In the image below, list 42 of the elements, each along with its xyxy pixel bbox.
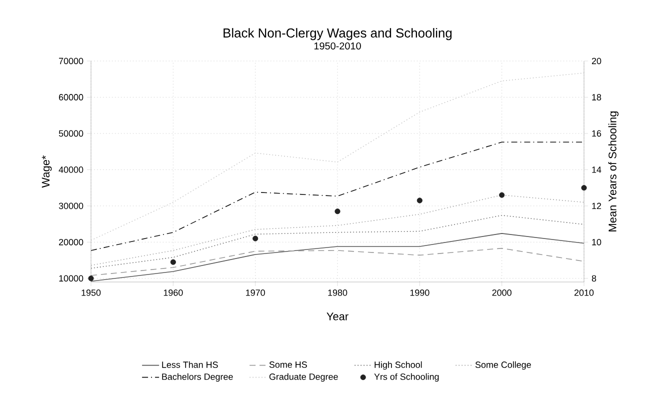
legend-label: Graduate Degree (269, 373, 338, 382)
y2-tick-label: 12 (592, 202, 602, 210)
y2-axis-title: Mean Years of Schooling (608, 112, 619, 232)
y2-tick-label: 18 (592, 94, 602, 100)
chart-title: Black Non-Clergy Wages and Schooling (224, 28, 452, 40)
x-axis-title: Year (326, 312, 348, 320)
y-tick-label: 20000 (59, 238, 84, 246)
y2-tick-label: 10 (592, 238, 602, 246)
point (170, 259, 176, 265)
chart-subtitle: 1950-2010 (314, 42, 361, 50)
point (499, 192, 505, 198)
legend-label: Yrs of Schooling (374, 373, 439, 382)
y-tick-label: 10000 (59, 275, 84, 282)
y-tick-label: 60000 (59, 94, 84, 100)
x-tick-label: 1950 (82, 290, 101, 296)
x-tick-label: 2010 (574, 290, 594, 296)
x-tick-label: 1990 (410, 290, 430, 296)
legend-label: Some HS (269, 361, 307, 368)
y-tick-label: 30000 (58, 202, 84, 210)
point (252, 236, 258, 242)
x-tick-label: 1970 (246, 290, 265, 296)
x-tick-label: 1960 (164, 290, 183, 296)
y-tick-label: 70000 (59, 58, 84, 64)
point (416, 198, 422, 204)
line-series (91, 214, 584, 269)
y2-tick-label: 14 (592, 166, 602, 173)
legend-label: Bachelors Degree (162, 373, 233, 382)
y2-tick-label: 16 (592, 130, 602, 137)
x-tick-label: 2000 (492, 290, 512, 296)
y-tick-label: 40000 (58, 166, 84, 173)
legend-label: High School (374, 361, 422, 370)
point (88, 276, 94, 282)
y2-tick-label: 20 (592, 58, 602, 64)
legend-label: Less Than HS (162, 361, 218, 368)
x-tick-label: 1980 (328, 290, 348, 296)
point (334, 208, 340, 214)
line-series (91, 142, 584, 251)
legend-label: Some College (475, 361, 531, 370)
y2-tick-label: 8 (592, 275, 596, 282)
y-tick-label: 50000 (58, 130, 84, 137)
point (581, 185, 587, 191)
y-axis-title: Wage* (42, 155, 52, 188)
